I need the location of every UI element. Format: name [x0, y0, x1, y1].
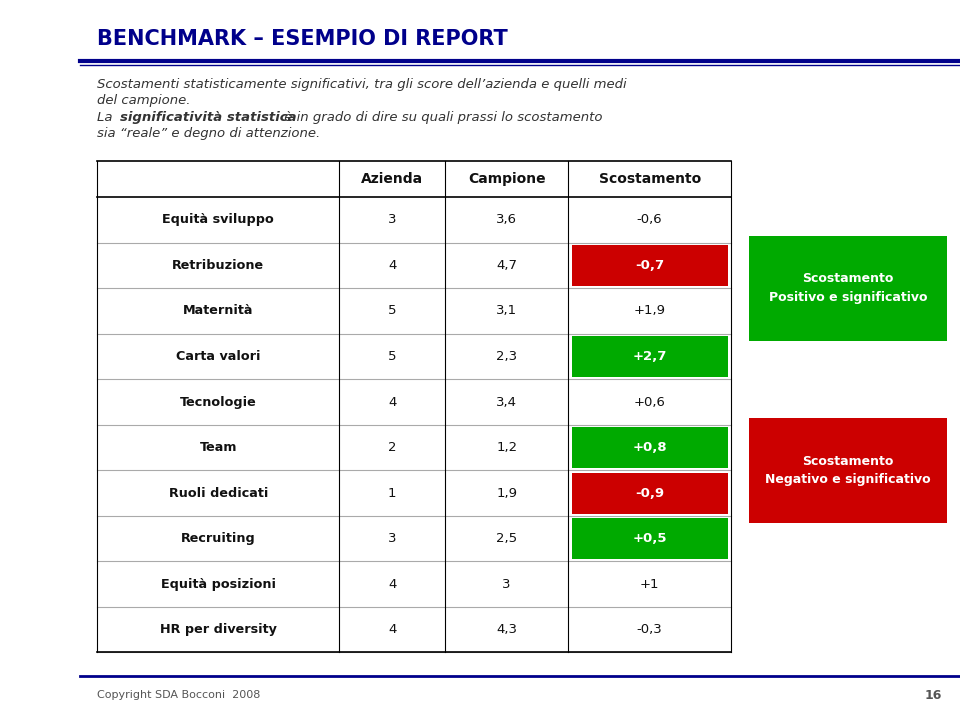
- Text: 3,6: 3,6: [496, 214, 517, 227]
- Text: -0,7: -0,7: [636, 259, 664, 272]
- Text: 1,2: 1,2: [496, 441, 517, 454]
- Text: 4,7: 4,7: [496, 259, 517, 272]
- Text: Maternità: Maternità: [183, 305, 253, 318]
- Text: Equità posizioni: Equità posizioni: [161, 578, 276, 591]
- Text: 16: 16: [925, 689, 943, 702]
- Text: Copyright SDA Bocconi  2008: Copyright SDA Bocconi 2008: [97, 690, 261, 701]
- Text: 3,4: 3,4: [496, 396, 517, 409]
- Text: +1: +1: [640, 578, 660, 591]
- Text: Scostamento: Scostamento: [802, 272, 894, 285]
- Text: HR per diversity: HR per diversity: [160, 623, 276, 636]
- Text: BENCHMARK – ESEMPIO DI REPORT: BENCHMARK – ESEMPIO DI REPORT: [97, 29, 508, 49]
- Text: 3: 3: [388, 214, 396, 227]
- Text: -0,9: -0,9: [636, 487, 664, 500]
- Bar: [572, 518, 728, 559]
- Bar: [572, 427, 728, 468]
- Text: 4: 4: [388, 259, 396, 272]
- Text: Carta valori: Carta valori: [176, 350, 260, 363]
- Text: Negativo e significativo: Negativo e significativo: [765, 473, 930, 486]
- Text: è in grado di dire su quali prassi lo scostamento: è in grado di dire su quali prassi lo sc…: [280, 111, 603, 124]
- Text: +2,7: +2,7: [633, 350, 667, 363]
- Bar: [749, 418, 947, 523]
- Text: -0,3: -0,3: [636, 623, 662, 636]
- Text: sia “reale” e degno di attenzione.: sia “reale” e degno di attenzione.: [97, 127, 321, 140]
- Text: 5: 5: [388, 305, 396, 318]
- Text: Retribuzione: Retribuzione: [172, 259, 264, 272]
- Text: 3,1: 3,1: [496, 305, 517, 318]
- Text: 4: 4: [388, 396, 396, 409]
- Text: SDA Bocconi: SDA Bocconi: [33, 267, 47, 378]
- Text: La: La: [97, 111, 117, 124]
- Text: Azienda: Azienda: [361, 172, 423, 186]
- Text: Equità sviluppo: Equità sviluppo: [162, 214, 275, 227]
- Bar: [572, 245, 728, 286]
- Text: 2,3: 2,3: [496, 350, 517, 363]
- Bar: [572, 473, 728, 513]
- Text: 4: 4: [388, 623, 396, 636]
- Text: 4: 4: [388, 578, 396, 591]
- Text: Recruiting: Recruiting: [180, 532, 255, 545]
- Text: Campione: Campione: [468, 172, 545, 186]
- Text: -0,6: -0,6: [636, 214, 662, 227]
- Text: Positivo e significativo: Positivo e significativo: [769, 291, 927, 304]
- Text: 1: 1: [388, 487, 396, 500]
- Text: +0,8: +0,8: [633, 441, 667, 454]
- Text: 3: 3: [388, 532, 396, 545]
- Text: 2: 2: [388, 441, 396, 454]
- Text: Tecnologie: Tecnologie: [180, 396, 256, 409]
- Text: +0,6: +0,6: [634, 396, 665, 409]
- Text: Team: Team: [200, 441, 237, 454]
- Text: Scostamenti statisticamente significativi, tra gli score dell’azienda e quelli m: Scostamenti statisticamente significativ…: [97, 78, 627, 91]
- Text: 5: 5: [388, 350, 396, 363]
- Text: 2,5: 2,5: [496, 532, 517, 545]
- Text: Scostamento: Scostamento: [599, 172, 701, 186]
- Bar: [572, 336, 728, 377]
- Text: Scostamento: Scostamento: [802, 455, 894, 467]
- Text: +0,5: +0,5: [633, 532, 667, 545]
- Text: 4,3: 4,3: [496, 623, 517, 636]
- Text: del campione.: del campione.: [97, 94, 191, 107]
- Text: +1,9: +1,9: [634, 305, 665, 318]
- Bar: [749, 236, 947, 341]
- Text: Ruoli dedicati: Ruoli dedicati: [169, 487, 268, 500]
- Text: significatività statistica: significatività statistica: [120, 111, 297, 124]
- Text: 3: 3: [502, 578, 511, 591]
- Text: 1,9: 1,9: [496, 487, 517, 500]
